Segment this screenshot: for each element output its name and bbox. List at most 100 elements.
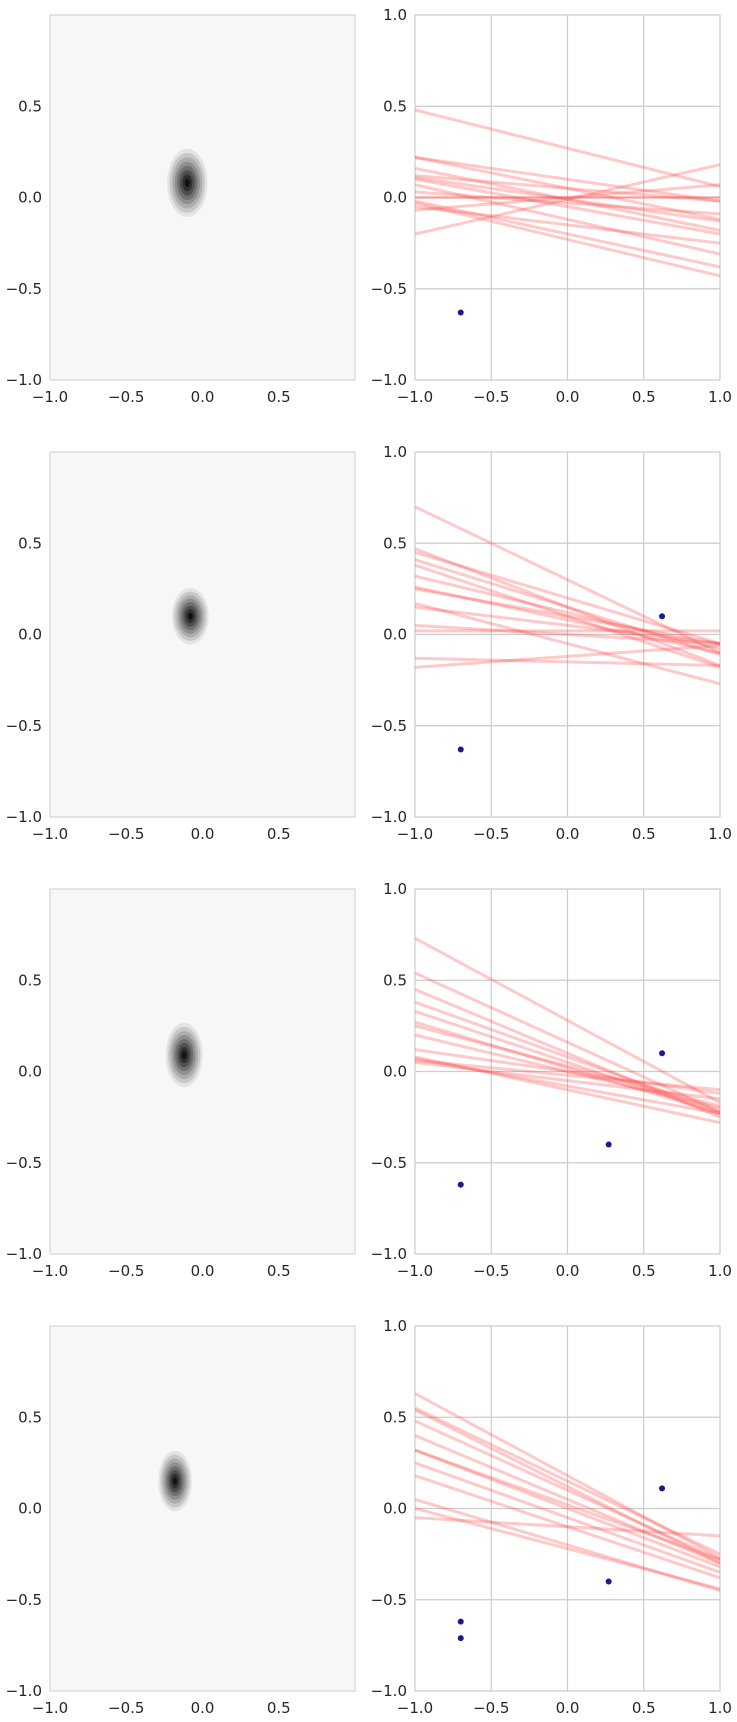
y-tick-label: −0.5 [371,280,407,298]
sample-line [415,587,720,646]
x-tick-label: −1.0 [32,1262,68,1280]
sample-line [415,1060,720,1101]
sample-line [415,585,720,655]
sample-line [415,563,720,669]
x-tick-label: 1.0 [708,825,732,843]
data-point [659,613,666,620]
sample-line [415,558,720,657]
y-tick-label: −1.0 [371,1682,407,1700]
contour-level [187,612,193,620]
sample-line [415,108,720,189]
sample-lines [415,108,720,278]
x-tick-label: −0.5 [108,388,144,406]
sample-line [415,574,720,651]
x-tick-label: 0.5 [632,1699,656,1717]
sample-line [415,177,720,236]
x-tick-label: −0.5 [473,1699,509,1717]
y-tick-label: 0.5 [383,1408,407,1426]
sample-lines [415,505,720,686]
sample-lines [415,936,720,1125]
sample-line [415,1497,720,1593]
data-point [659,1050,666,1057]
x-tick-label: −0.5 [108,1699,144,1717]
x-tick-label: 0.5 [267,1262,291,1280]
sample-line [415,1059,720,1092]
y-tick-label: −0.5 [371,1154,407,1172]
sample-line [415,166,720,232]
y-tick-label: −0.5 [371,1591,407,1609]
sample-line [415,1448,720,1569]
data-point [457,1618,464,1625]
x-tick-label: −1.0 [397,1262,433,1280]
sample-line [415,1507,720,1591]
y-tick-label: −1.0 [371,808,407,826]
posterior-3-panel: −1.0 −0.5 0.0 0.5 −1.0 −0.5 0.0 0.5 [6,888,356,1280]
x-tick-label: −0.5 [108,1262,144,1280]
sample-line [415,174,720,203]
sample-line [415,1033,720,1110]
y-tick-label: −0.5 [6,280,42,298]
samples-3-panel: −1.0 −0.5 0.0 0.5 1.0 −1.0 −0.5 0.0 0.5 1.0 [371,880,732,1280]
sample-line [415,1434,720,1565]
samples-2-panel: −1.0 −0.5 0.0 0.5 1.0 −1.0 −0.5 0.0 0.5 1.0 [371,443,732,843]
sample-line [415,623,720,646]
y-tick-label: 1.0 [383,6,407,24]
x-tick-label: −1.0 [32,388,68,406]
x-tick-label: 0.0 [556,388,580,406]
x-tick-label: 0.0 [191,388,215,406]
sample-line [415,183,720,256]
x-tick-label: 0.0 [191,825,215,843]
x-tick-label: −0.5 [473,388,509,406]
sample-line [415,505,720,655]
posterior-1-panel: −1.0 −0.5 0.0 0.5 −1.0 −0.5 0.0 0.5 [6,14,356,406]
sample-line [415,1057,720,1115]
x-tick-label: −0.5 [108,825,144,843]
x-tick-label: −1.0 [397,825,433,843]
y-tick-label: 0.5 [383,97,407,115]
y-tick-label: 0.0 [383,189,407,207]
sample-line [415,1392,720,1560]
x-tick-label: 0.5 [267,825,291,843]
y-tick-label: 0.0 [383,1063,407,1081]
sample-line [415,1020,720,1115]
y-tick-label: 0.0 [18,1063,42,1081]
samples-1-panel: −1.0 −0.5 0.0 0.5 1.0 −1.0 −0.5 0.0 0.5 1.0 [371,6,732,406]
sample-line [415,199,720,269]
y-tick-label: −1.0 [6,1682,42,1700]
y-tick-label: −0.5 [371,717,407,735]
x-tick-label: −0.5 [473,1262,509,1280]
x-tick-label: 0.5 [632,1262,656,1280]
y-tick-label: −1.0 [6,371,42,389]
sample-line [415,1406,720,1556]
x-tick-label: −1.0 [397,1699,433,1717]
contour-level [184,178,190,188]
x-tick-label: 0.0 [556,1262,580,1280]
sample-line [415,175,720,223]
y-tick-label: 0.5 [18,534,42,552]
sample-line [415,1448,720,1562]
sample-line [415,1461,720,1574]
data-point [457,746,464,753]
contour-level [172,1477,178,1485]
y-tick-label: 0.5 [18,97,42,115]
y-tick-label: 0.0 [18,1500,42,1518]
x-tick-label: 0.5 [267,1699,291,1717]
x-tick-label: 0.5 [632,388,656,406]
sample-line [415,1024,720,1108]
x-tick-label: −0.5 [473,825,509,843]
y-tick-label: −1.0 [6,1245,42,1263]
data-point [605,1578,612,1585]
sample-line [415,155,720,203]
posterior-2-panel: −1.0 −0.5 0.0 0.5 −1.0 −0.5 0.0 0.5 [6,451,356,843]
x-tick-label: 0.0 [191,1699,215,1717]
sample-line [415,550,720,646]
x-tick-label: 1.0 [708,1699,732,1717]
y-tick-label: 0.5 [383,534,407,552]
y-tick-label: −1.0 [371,371,407,389]
sample-line [415,1000,720,1114]
x-tick-label: −1.0 [32,1699,68,1717]
sample-line [415,1009,720,1115]
sample-lines [415,1392,720,1593]
sample-line [415,936,720,1104]
